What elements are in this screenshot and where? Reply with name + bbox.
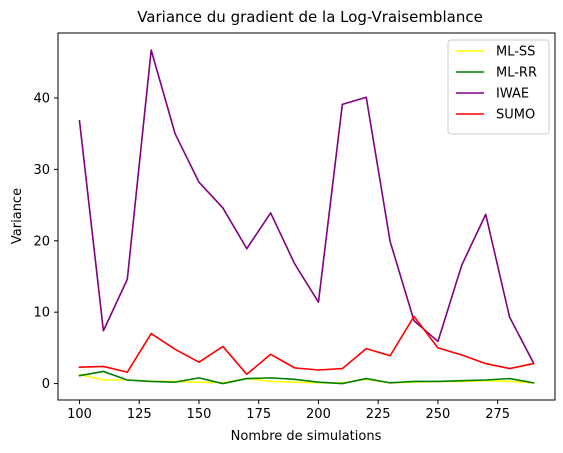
legend: ML-SS ML-RR IWAE SUMO [447, 39, 550, 135]
x-axis: 100 125 150 175 200 225 250 275 [67, 400, 510, 422]
y-tick-label: 20 [33, 234, 50, 249]
series-line-sumo [78, 315, 535, 376]
legend-label: IWAE [496, 87, 529, 102]
plot-frame [57, 32, 556, 401]
x-tick-label: 125 [127, 407, 152, 422]
x-tick-label: 250 [426, 407, 451, 422]
x-axis-label: Nombre de simulations [231, 429, 382, 444]
x-tick-label: 150 [187, 407, 212, 422]
series-line-iwae [78, 49, 535, 364]
plot-lines [78, 49, 535, 385]
legend-label: SUMO [496, 108, 535, 123]
y-tick-label: 10 [33, 306, 50, 321]
y-tick-label: 40 [33, 91, 50, 106]
x-tick-label: 100 [67, 407, 92, 422]
y-axis: 0 10 20 30 40 [33, 91, 58, 392]
x-tick-label: 275 [485, 407, 510, 422]
y-axis-label: Variance [10, 188, 25, 244]
legend-label: ML-SS [496, 45, 535, 60]
x-tick-label: 225 [366, 407, 391, 422]
x-tick-label: 200 [306, 407, 331, 422]
chart-title: Variance du gradient de la Log-Vraisembl… [137, 8, 483, 26]
legend-label: ML-RR [496, 66, 537, 81]
y-tick-label: 0 [42, 377, 50, 392]
x-tick-label: 175 [246, 407, 271, 422]
y-tick-label: 30 [33, 163, 50, 178]
series-line-ml-rr [78, 370, 535, 385]
legend-box [447, 39, 550, 135]
